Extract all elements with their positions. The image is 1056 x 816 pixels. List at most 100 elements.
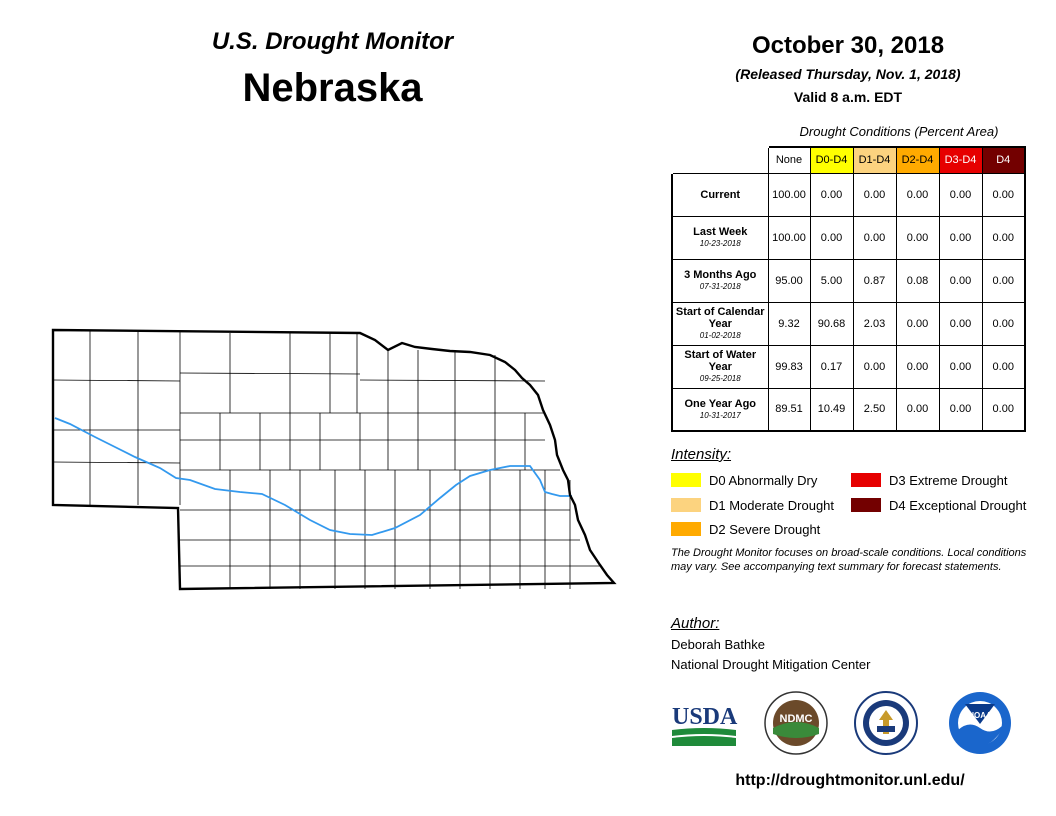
table-cell: 100.00 xyxy=(767,172,811,217)
table-cell: 0.00 xyxy=(938,258,983,303)
table-cell: 0.00 xyxy=(852,172,897,217)
legend-swatch xyxy=(671,473,701,487)
table-row: Current 100.00 0.00 0.00 0.00 0.00 0.00 xyxy=(671,172,1026,217)
county-line xyxy=(359,379,546,382)
table-cell: 10.49 xyxy=(809,387,854,432)
legend-title: Intensity: xyxy=(671,446,732,463)
release-date: (Released Thursday, Nov. 1, 2018) xyxy=(735,66,961,82)
row-label: One Year Ago 10-31-2017 xyxy=(671,387,769,432)
legend-swatch xyxy=(671,498,701,512)
row-date: 07-31-2018 xyxy=(699,282,741,291)
row-label: 3 Months Ago 07-31-2018 xyxy=(671,258,769,303)
legend-item-d2: D2 Severe Drought xyxy=(671,520,820,538)
table-cell: 0.00 xyxy=(938,387,983,432)
noaa-logo-text: NOAA xyxy=(968,711,992,720)
table-cell: 0.00 xyxy=(981,258,1026,303)
legend-label: D0 Abnormally Dry xyxy=(709,472,818,488)
monitor-title: U.S. Drought Monitor xyxy=(211,28,454,55)
table-cell: 0.08 xyxy=(895,258,940,303)
legend-item-d0: D0 Abnormally Dry xyxy=(671,471,817,489)
table-cell: 0.00 xyxy=(852,344,897,389)
table-cell: 2.50 xyxy=(852,387,897,432)
table-cell: 0.00 xyxy=(981,344,1026,389)
disclaimer-note: The Drought Monitor focuses on broad-sca… xyxy=(671,547,1027,573)
table-cell: 99.83 xyxy=(767,344,811,389)
row-label: Current xyxy=(671,172,769,217)
table-cell: 0.00 xyxy=(938,172,983,217)
table-cell: 2.03 xyxy=(852,301,897,346)
row-label: Last Week 10-23-2018 xyxy=(671,215,769,260)
author-name: Deborah Bathke xyxy=(671,637,765,652)
table-cell: 0.00 xyxy=(938,344,983,389)
author-org: National Drought Mitigation Center xyxy=(671,657,871,672)
row-date: 09-25-2018 xyxy=(699,374,741,383)
ndmc-logo: NDMC xyxy=(764,691,828,755)
table-cell: 0.00 xyxy=(895,172,940,217)
row-label-text: One Year Ago xyxy=(684,397,757,410)
table-cell: 0.00 xyxy=(852,215,897,260)
column-header: D4 xyxy=(981,146,1026,174)
table-cell: 5.00 xyxy=(809,258,854,303)
state-outline xyxy=(51,328,617,591)
row-label-text: Current xyxy=(700,188,741,201)
legend-swatch xyxy=(671,522,701,536)
table-cell: 0.00 xyxy=(981,215,1026,260)
row-label-text: Start of Water Year xyxy=(684,349,757,373)
drought-conditions-table: None D0-D4 D1-D4 D2-D4 D3-D4 D4 Current 1… xyxy=(671,146,1026,432)
table-cell: 0.00 xyxy=(895,301,940,346)
table-cell: 0.00 xyxy=(981,172,1026,217)
row-date: 01-02-2018 xyxy=(699,331,741,340)
table-cell: 0.00 xyxy=(895,215,940,260)
table-row: Start of Water Year 09-25-2018 99.83 0.17 0.… xyxy=(671,344,1026,389)
legend-label: D2 Severe Drought xyxy=(709,521,821,537)
commerce-seal xyxy=(854,691,918,755)
table-cell: 0.00 xyxy=(938,301,983,346)
row-label: Start of Calendar Year 01-02-2018 xyxy=(671,301,769,346)
row-label: Start of Water Year 09-25-2018 xyxy=(671,344,769,389)
legend-item-d3: D3 Extreme Drought xyxy=(851,471,1008,489)
author-title: Author: xyxy=(671,615,720,632)
legend-label: D4 Exceptional Drought xyxy=(889,497,1027,513)
website-url[interactable]: http://droughtmonitor.unl.edu/ xyxy=(735,772,965,789)
column-header: D2-D4 xyxy=(895,146,940,174)
table-cell: 0.00 xyxy=(895,344,940,389)
table-cell: 0.00 xyxy=(809,215,854,260)
county-line xyxy=(179,372,361,375)
table-cell: 0.00 xyxy=(981,301,1026,346)
platte-river xyxy=(54,417,572,536)
column-header: D1-D4 xyxy=(852,146,897,174)
usda-logo: USDA xyxy=(672,704,738,746)
legend-label: D1 Moderate Drought xyxy=(709,497,835,513)
table-cell: 0.87 xyxy=(852,258,897,303)
legend-item-d4: D4 Exceptional Drought xyxy=(851,496,1026,514)
column-header: None xyxy=(767,146,811,174)
table-row: One Year Ago 10-31-2017 89.51 10.49 2.50 0.00… xyxy=(671,387,1026,432)
legend-item-d1: D1 Moderate Drought xyxy=(671,496,834,514)
table-cell: 89.51 xyxy=(767,387,811,432)
table-cell: 0.00 xyxy=(809,172,854,217)
row-label-text: Start of Calendar Year xyxy=(675,306,765,330)
table-cell: 90.68 xyxy=(809,301,854,346)
table-cell: 100.00 xyxy=(767,215,811,260)
table-row: Start of Calendar Year 01-02-2018 9.32 90.6… xyxy=(671,301,1026,346)
row-date: 10-31-2017 xyxy=(699,410,741,420)
table-cell: 0.17 xyxy=(809,344,854,389)
row-label-text: Last Week xyxy=(693,226,748,238)
map-date: October 30, 2018 xyxy=(751,32,945,59)
nebraska-map xyxy=(51,328,617,591)
table-cell: 0.00 xyxy=(938,215,983,260)
table-header-row: None D0-D4 D1-D4 D2-D4 D3-D4 D4 xyxy=(671,146,1026,174)
table-row: Last Week 10-23-2018 100.00 0.00 0.00 0.00 0.0… xyxy=(671,215,1026,260)
column-header: D3-D4 xyxy=(938,146,983,174)
column-header: D0-D4 xyxy=(809,146,854,174)
usda-logo-text: USDA xyxy=(672,704,738,730)
county-boundaries xyxy=(52,331,600,589)
table-cell: 0.00 xyxy=(981,387,1026,432)
legend-swatch xyxy=(851,498,881,512)
legend-label: D3 Extreme Drought xyxy=(889,472,1008,488)
state-title: Nebraska xyxy=(242,66,423,110)
row-label-text: 3 Months Ago xyxy=(684,269,757,281)
table-cell: 0.00 xyxy=(895,387,940,432)
table-caption: Drought Conditions (Percent Area) xyxy=(799,124,999,139)
table-cell: 95.00 xyxy=(767,258,811,303)
